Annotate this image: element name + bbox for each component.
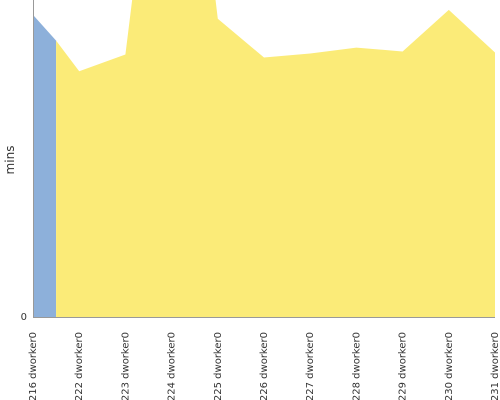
area-series-0 <box>33 14 57 317</box>
chart-areas <box>33 0 495 317</box>
x-tick-label: #228 dworker0 <box>351 332 362 400</box>
x-tick-label: #224 dworker0 <box>167 332 178 400</box>
x-tick-label: #226 dworker0 <box>259 332 270 400</box>
x-tick-label: #230 dworker0 <box>444 332 455 400</box>
y-tick-label-0: 0 <box>21 312 27 323</box>
x-tick-label: #223 dworker0 <box>120 332 131 400</box>
x-tick-label: #231 dworker0 <box>490 332 500 400</box>
x-tick-label: #222 dworker0 <box>74 332 85 400</box>
x-tick-label: #229 dworker0 <box>398 332 409 400</box>
x-tick-label: #225 dworker0 <box>213 332 224 400</box>
y-axis-title: mins <box>3 146 17 175</box>
x-tick-labels: #216 dworker0 #222 dworker0 #223 dworker0 #… <box>28 332 500 400</box>
area-series-1 <box>56 0 495 317</box>
x-tick-label: #227 dworker0 <box>305 332 316 400</box>
x-tick-label: #216 dworker0 <box>28 332 39 400</box>
